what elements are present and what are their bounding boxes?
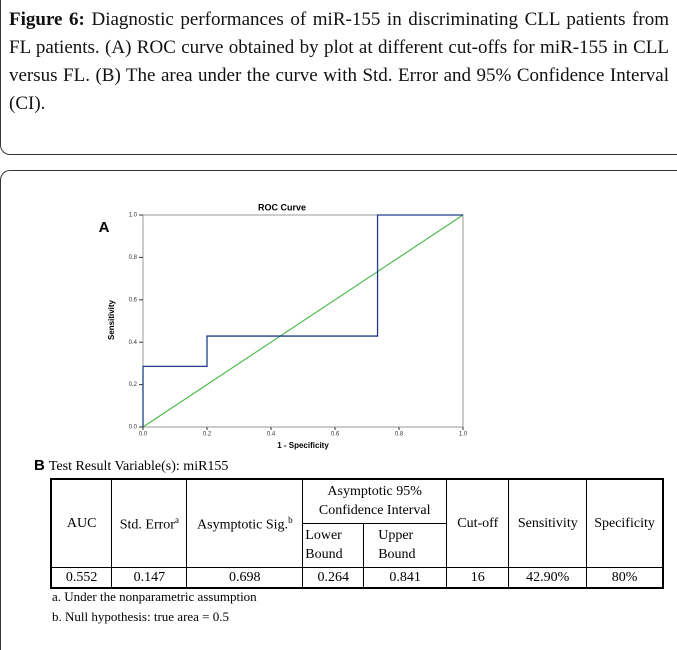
reference-line	[142, 214, 464, 428]
panel-label: B	[34, 457, 45, 474]
cell: 16	[446, 566, 510, 588]
header-cell: Asymptotic 95% Confidence Interval	[302, 478, 448, 524]
header-cell: Asymptotic Sig.b	[186, 478, 304, 568]
x-tick-label: 0.8	[395, 432, 404, 438]
roc-curve	[142, 214, 463, 427]
table: AUC Std. Errora Asymptotic Sig.b Asympto…	[50, 478, 664, 589]
y-tick-label: 0.0	[129, 425, 138, 431]
y-axis-label: Sensitivity	[107, 299, 116, 340]
panel-label: A	[99, 219, 110, 236]
cell: 0.147	[111, 566, 188, 588]
footnote-mark: a	[174, 515, 179, 526]
header-text: Std. Error	[119, 518, 175, 534]
header-cell: AUC	[50, 478, 113, 568]
footnote: b. Null hypothesis: true area = 0.5	[52, 609, 230, 624]
chart: A ROC Curve 1 - Specificity Sensitivity …	[99, 202, 468, 450]
y-tick-label: 0.6	[129, 297, 138, 303]
header-cell: Sensitivity	[508, 478, 588, 568]
header-cell: Specificity	[586, 478, 664, 568]
x-tick-label: 0.2	[203, 432, 212, 438]
cell: 0.698	[186, 566, 304, 588]
cell: 42.90%	[508, 566, 588, 588]
cell: 0.841	[363, 566, 448, 588]
y-tick-label: 0.8	[129, 255, 138, 261]
y-tick-label: 0.4	[129, 340, 138, 346]
x-tick-label: 0.4	[267, 432, 276, 438]
cell: 0.264	[302, 566, 365, 588]
caption-label: Figure 6:	[9, 9, 85, 30]
header-cell: Cut-off	[446, 478, 510, 568]
table-title: B Test Result Variable(s): miR155	[34, 457, 228, 475]
plot-frame	[142, 214, 464, 428]
table-title-text: Test Result Variable(s): miR155	[48, 459, 229, 474]
x-tick-label: 1.0	[459, 432, 468, 438]
x-tick-label: 0.6	[331, 432, 340, 438]
header-cell: Std. Errora	[111, 478, 188, 568]
y-tick-label: 0.2	[129, 382, 138, 388]
caption-text: Figure 6: Diagnostic performances of miR…	[1, 0, 669, 118]
subheader-cell: Lower Bound	[302, 522, 365, 568]
chart-title: ROC Curve	[258, 202, 306, 212]
x-tick-label: 0.0	[139, 432, 148, 438]
footnote: a. Under the nonparametric assumption	[52, 589, 257, 604]
x-axis-label: 1 - Specificity	[277, 441, 329, 450]
y-tick-label: 1.0	[129, 213, 138, 219]
caption-box: Figure 6: Diagnostic performances of miR…	[0, 0, 677, 155]
caption-body: Diagnostic performances of miR-155 in di…	[9, 9, 669, 114]
cell: 80%	[586, 566, 664, 588]
footnote-mark: b	[288, 515, 293, 526]
header-text: Asymptotic Sig.	[197, 518, 289, 534]
figure-box	[0, 170, 677, 650]
subheader-cell: Upper Bound	[363, 522, 448, 568]
cell: 0.552	[50, 566, 113, 588]
